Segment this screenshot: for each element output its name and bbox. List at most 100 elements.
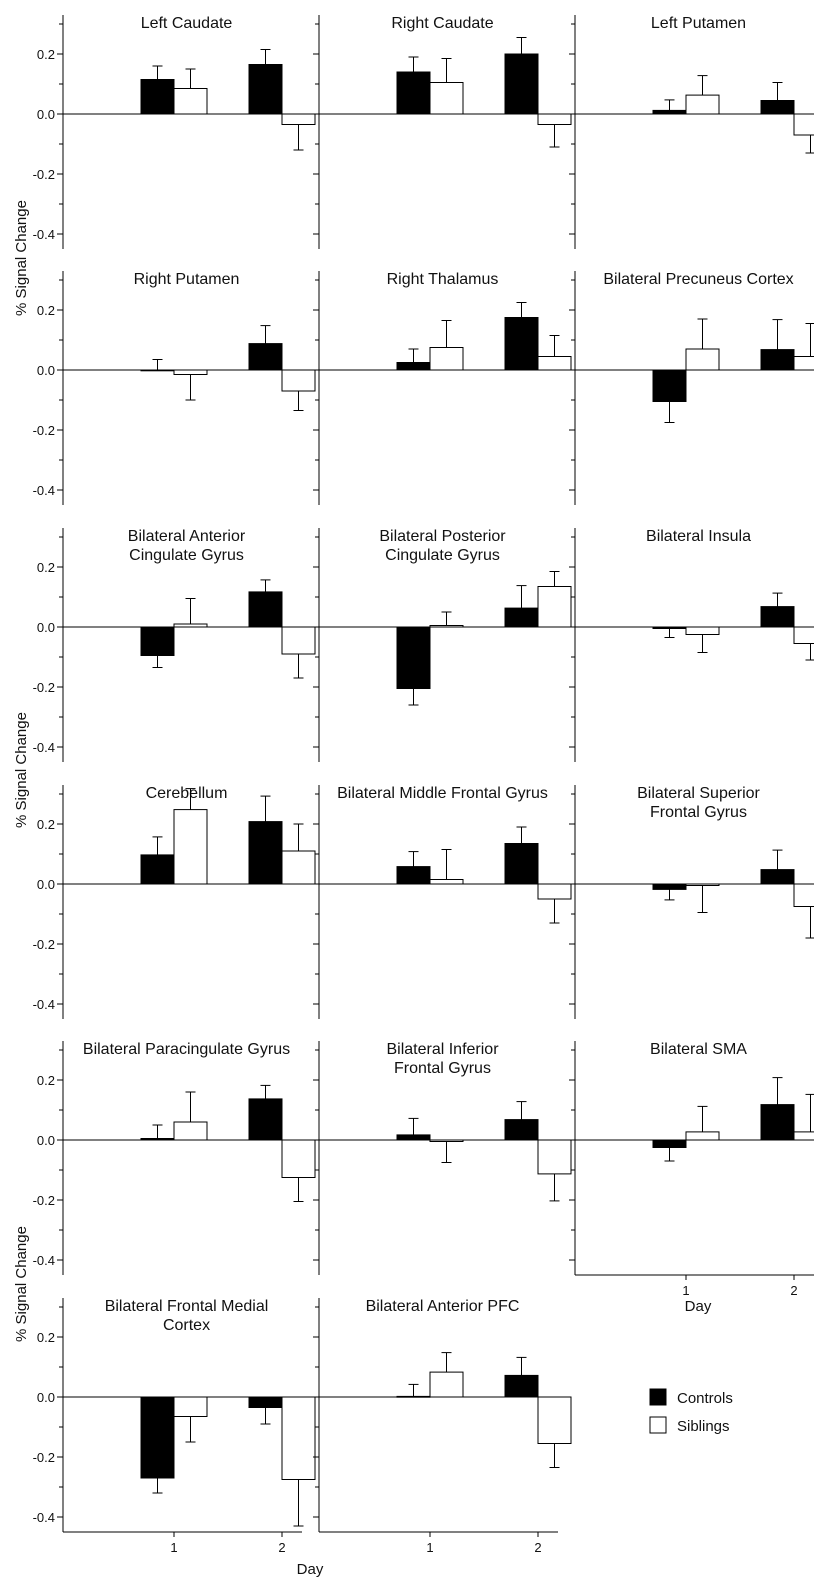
legend-label-siblings: Siblings — [677, 1418, 730, 1435]
bar-controls — [504, 607, 539, 628]
bar-siblings — [281, 850, 316, 885]
y-tick-label: 0.0 — [37, 1133, 55, 1148]
bar-siblings — [173, 623, 208, 628]
y-tick-label: -0.2 — [33, 1193, 55, 1208]
x-tick-label: 1 — [682, 1283, 689, 1298]
bar-siblings — [537, 113, 572, 125]
x-tick-label: 2 — [790, 1283, 797, 1298]
legend-swatch-siblings — [649, 1416, 667, 1434]
bar-controls — [248, 1098, 283, 1141]
bar-controls — [652, 626, 687, 629]
bar-controls — [652, 109, 687, 115]
bar-controls — [504, 1119, 539, 1141]
bar-siblings — [173, 369, 208, 375]
bar-controls — [760, 349, 795, 371]
bar-siblings — [173, 1121, 208, 1141]
y-tick-label: 0.0 — [37, 877, 55, 892]
bar-controls — [248, 343, 283, 371]
panels: Left Caudate 0.2 0.0 -0.2 -0.4 Right Caudate L… — [33, 15, 814, 1555]
bar-controls — [140, 626, 175, 656]
bar-siblings — [173, 88, 208, 115]
panel-title: Bilateral Paracingulate Gyrus — [83, 1041, 290, 1058]
bar-controls — [504, 53, 539, 115]
bar-siblings — [685, 1131, 720, 1141]
y-tick-label: -0.4 — [33, 740, 55, 755]
panel: Bilateral Posterior Cingulate Gyrus — [313, 528, 572, 762]
bar-siblings — [281, 369, 316, 392]
panel: Bilateral Inferior Frontal Gyrus — [313, 1041, 572, 1275]
y-tick-label: 0.0 — [37, 363, 55, 378]
ylabel-bottom: % Signal Change — [13, 1226, 30, 1342]
bar-siblings — [685, 94, 720, 115]
bar-controls — [396, 362, 431, 371]
bar-siblings — [429, 347, 464, 371]
panel-title: Cingulate Gyrus — [385, 547, 500, 564]
panel-title: Bilateral Middle Frontal Gyrus — [337, 785, 548, 802]
y-tick-label: 0.2 — [37, 47, 55, 62]
bar-controls — [140, 1396, 175, 1479]
x-tick-label: 2 — [278, 1540, 285, 1555]
panel-title: Cingulate Gyrus — [129, 547, 244, 564]
panel: Right Caudate — [313, 15, 572, 249]
bar-controls — [504, 1374, 539, 1398]
y-tick-label: -0.2 — [33, 937, 55, 952]
bar-siblings — [429, 82, 464, 115]
panel: Bilateral Precuneus Cortex — [569, 271, 814, 505]
y-tick-label: 0.2 — [37, 1073, 55, 1088]
legend-swatch-controls — [649, 1388, 667, 1406]
x-axis-title: Day — [685, 1298, 712, 1315]
bar-siblings — [685, 626, 720, 635]
panel-title: Bilateral SMA — [650, 1041, 747, 1058]
panel-title: Cortex — [163, 1317, 210, 1334]
panel: Bilateral Anterior Cingulate Gyrus 0.2 0.0 -… — [33, 528, 316, 762]
y-tick-label: -0.4 — [33, 1510, 55, 1525]
bar-siblings — [793, 1131, 814, 1141]
panel-title: Left Caudate — [141, 15, 233, 32]
legend-label-controls: Controls — [677, 1390, 733, 1407]
bar-siblings — [281, 1139, 316, 1178]
bar-siblings — [429, 879, 464, 885]
bar-controls — [396, 1395, 431, 1398]
bar-siblings — [793, 356, 814, 371]
panel-title: Cerebellum — [146, 785, 228, 802]
bar-controls — [140, 1138, 175, 1141]
y-tick-label: 0.0 — [37, 620, 55, 635]
panel-title: Right Thalamus — [387, 271, 499, 288]
bar-siblings — [281, 113, 316, 125]
bar-controls — [652, 1139, 687, 1148]
bar-controls — [396, 626, 431, 689]
panel-title: Frontal Gyrus — [394, 1060, 491, 1077]
bar-controls — [504, 843, 539, 885]
panel-title: Bilateral Superior — [637, 785, 760, 802]
panel: Bilateral Superior Frontal Gyrus — [569, 785, 814, 1019]
bar-controls — [396, 866, 431, 885]
bar-siblings — [793, 113, 814, 136]
panel-title: Left Putamen — [651, 15, 746, 32]
bar-controls — [248, 64, 283, 115]
y-tick-label: 0.2 — [37, 303, 55, 318]
bar-siblings — [537, 356, 572, 371]
bar-siblings — [281, 626, 316, 655]
bar-controls — [760, 606, 795, 628]
bar-siblings — [173, 809, 208, 885]
y-tick-label: -0.4 — [33, 483, 55, 498]
y-tick-label: 0.0 — [37, 1390, 55, 1405]
y-tick-label: -0.2 — [33, 680, 55, 695]
bar-controls — [396, 1134, 431, 1141]
bar-controls — [652, 883, 687, 890]
y-tick-label: -0.2 — [33, 423, 55, 438]
y-tick-label: 0.2 — [37, 817, 55, 832]
bar-siblings — [537, 586, 572, 628]
x-tick-label: 1 — [170, 1540, 177, 1555]
panel-title: Bilateral Anterior — [128, 528, 246, 545]
panel-title: Bilateral Inferior — [386, 1041, 499, 1058]
bar-siblings — [793, 626, 814, 644]
bar-controls — [652, 369, 687, 402]
bar-siblings — [793, 883, 814, 907]
panel: Left Putamen — [569, 15, 814, 249]
panel-title: Bilateral Precuneus Cortex — [603, 271, 793, 288]
ylabel-middle: % Signal Change — [13, 712, 30, 828]
bar-siblings — [537, 1139, 572, 1175]
bar-siblings — [429, 1139, 464, 1142]
